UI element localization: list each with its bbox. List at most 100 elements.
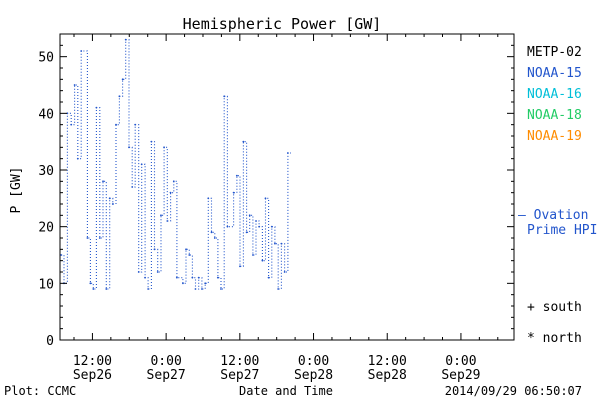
legend-entry-noaa-15: NOAA-15	[527, 66, 582, 81]
data-point	[163, 146, 165, 149]
data-point	[280, 242, 283, 245]
data-point	[124, 38, 127, 41]
y-tick-label: 20	[38, 221, 54, 236]
data-point	[140, 163, 143, 166]
x-axis-label: Date and Time	[239, 384, 333, 398]
data-point	[76, 157, 79, 160]
data-point	[169, 191, 172, 194]
data-point	[70, 123, 73, 126]
data-point	[115, 123, 117, 126]
data-point	[252, 254, 254, 256]
data-point	[102, 180, 104, 183]
data-point	[172, 180, 175, 183]
x-tick-date-label: Sep26	[73, 368, 112, 383]
data-point	[255, 220, 257, 222]
data-point	[239, 265, 241, 268]
y-tick-label: 30	[38, 164, 54, 179]
data-point	[210, 231, 213, 234]
data-point	[73, 84, 76, 86]
x-tick-time-label: 12:00	[368, 354, 407, 369]
data-point	[232, 191, 235, 194]
data-point	[80, 50, 83, 52]
data-point	[147, 288, 150, 290]
data-point	[160, 214, 162, 217]
data-point	[277, 288, 280, 290]
data-point	[150, 140, 153, 143]
data-point	[264, 197, 267, 200]
data-point	[60, 254, 63, 256]
data-point	[226, 225, 229, 228]
legend-entry-noaa-19: NOAA-19	[527, 129, 582, 144]
y-tick-label: 10	[38, 277, 54, 292]
plot-frame	[59, 33, 515, 341]
data-point	[274, 242, 276, 245]
data-point	[175, 276, 178, 279]
footer-left: Plot: CCMC	[4, 384, 76, 398]
data-point	[156, 271, 159, 273]
data-point	[95, 106, 98, 109]
x-tick-date-label: Sep28	[294, 368, 333, 383]
data-point	[121, 78, 124, 81]
data-point	[197, 276, 200, 279]
data-point	[134, 123, 137, 126]
data-point	[245, 231, 248, 234]
data-point	[89, 282, 92, 285]
legend-ovation-line2: Prime HPI	[527, 223, 597, 238]
x-tick-date-label: Sep27	[147, 368, 186, 383]
data-point	[188, 254, 191, 256]
data-point	[137, 271, 140, 273]
legend-ovation-line1: — Ovation	[518, 208, 588, 223]
data-point	[111, 203, 114, 205]
series-line-noaa-15	[61, 39, 291, 290]
data-point	[118, 95, 121, 98]
legend-entry-noaa-18: NOAA-18	[527, 108, 582, 123]
data-point	[283, 271, 286, 273]
data-point	[131, 186, 134, 188]
data-point	[153, 248, 156, 251]
data-point	[220, 288, 222, 290]
chart-title: Hemispheric Power [GW]	[183, 15, 382, 33]
data-point	[261, 259, 264, 262]
data-point	[204, 282, 207, 285]
data-point	[86, 237, 89, 239]
x-tick-time-label: 12:00	[73, 354, 112, 369]
legend-entry-metp-02: METP-02	[527, 45, 582, 60]
data-point	[242, 140, 245, 143]
x-tick-date-label: Sep28	[368, 368, 407, 383]
data-point	[92, 288, 95, 290]
data-point	[286, 152, 289, 154]
data-point	[213, 237, 216, 239]
x-tick-time-label: 0:00	[150, 354, 181, 369]
data-point	[166, 220, 169, 222]
y-tick-label: 40	[38, 107, 54, 122]
data-point	[258, 225, 261, 228]
data-point	[128, 146, 130, 149]
data-point	[108, 197, 111, 200]
data-point	[201, 288, 203, 290]
data-point	[223, 95, 226, 98]
data-point	[191, 276, 194, 279]
footer-right: 2014/09/29 06:50:07	[445, 384, 582, 398]
data-point	[194, 288, 197, 290]
y-tick-label: 0	[46, 334, 54, 349]
y-tick-label: 50	[38, 51, 54, 66]
data-point	[207, 197, 210, 200]
data-point	[248, 214, 251, 217]
x-tick-date-label: Sep29	[441, 368, 480, 383]
data-point	[235, 174, 238, 177]
x-tick-time-label: 12:00	[220, 354, 259, 369]
data-point	[270, 225, 273, 228]
legend-entry-noaa-16: NOAA-16	[527, 87, 582, 102]
x-tick-time-label: 0:00	[445, 354, 476, 369]
x-tick-date-label: Sep27	[220, 368, 259, 383]
data-point	[185, 248, 187, 251]
data-point	[216, 276, 219, 279]
data-point	[182, 282, 184, 285]
data-point	[98, 237, 101, 239]
x-tick-time-label: 0:00	[298, 354, 329, 369]
data-point	[267, 276, 270, 279]
data-point	[105, 288, 108, 290]
y-axis-label: P [GW]	[9, 167, 24, 214]
